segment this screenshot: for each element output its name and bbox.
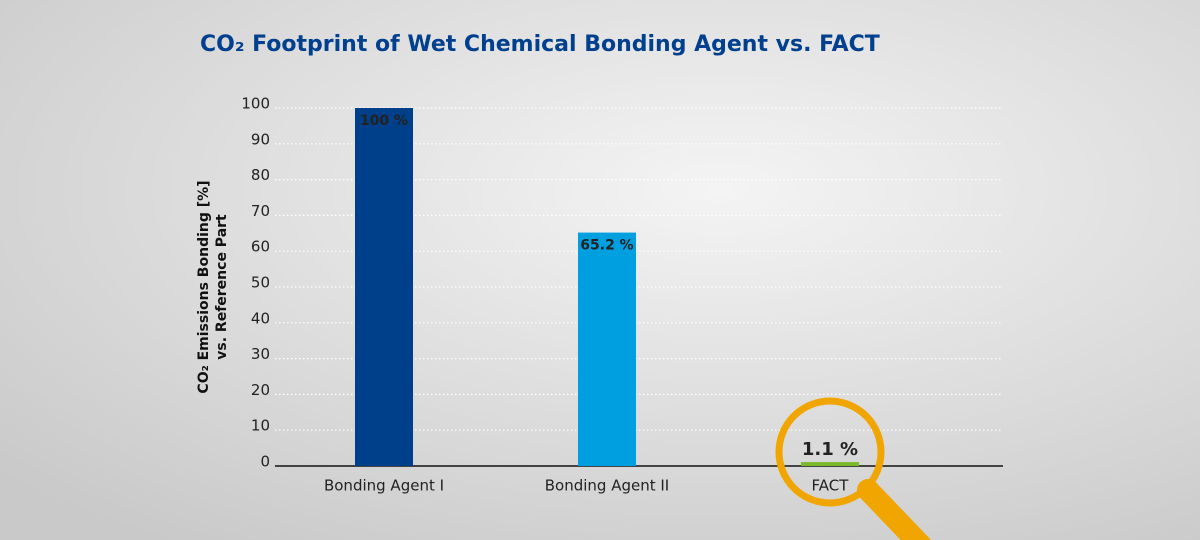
y-label-line: CO₂ Emissions Bonding [%] [196, 180, 212, 393]
x-tick-label: FACT [812, 477, 850, 495]
y-tick-label: 90 [251, 130, 270, 148]
value-label: 100 % [360, 113, 408, 129]
value-label: 65.2 % [580, 238, 633, 254]
value-label: 1.1 % [802, 439, 858, 460]
bar [355, 108, 413, 466]
y-label-line: vs. Reference Part [214, 214, 230, 360]
x-tick-label: Bonding Agent I [324, 477, 444, 495]
bar [801, 462, 859, 466]
y-tick-label: 70 [251, 202, 270, 220]
y-tick-label: 60 [251, 238, 270, 256]
magnifier-handle [857, 479, 932, 540]
y-tick-label: 10 [251, 417, 270, 435]
x-tick-label: Bonding Agent II [545, 477, 669, 495]
y-tick-label: 100 [241, 95, 270, 113]
y-tick-label: 20 [251, 381, 270, 399]
bar [578, 232, 636, 466]
y-tick-label: 40 [251, 309, 270, 327]
y-tick-label: 50 [251, 274, 270, 292]
y-tick-label: 30 [251, 345, 270, 363]
y-tick-label: 0 [260, 453, 270, 471]
y-tick-label: 80 [251, 166, 270, 184]
y-axis-label: CO₂ Emissions Bonding [%] vs. Reference … [196, 180, 230, 393]
chart-title: CO₂ Footprint of Wet Chemical Bonding Ag… [200, 32, 880, 57]
magnifier-ring [775, 397, 885, 507]
